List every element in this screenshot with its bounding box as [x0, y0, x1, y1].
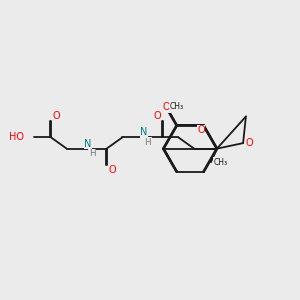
Text: O: O: [108, 164, 116, 175]
Text: O: O: [197, 125, 205, 135]
Text: HO: HO: [9, 132, 24, 142]
Text: N: N: [85, 139, 92, 149]
Text: O: O: [246, 138, 253, 148]
Text: O: O: [52, 111, 60, 122]
Text: CH₃: CH₃: [169, 102, 184, 111]
Text: H: H: [145, 138, 151, 147]
Text: CH₃: CH₃: [213, 158, 227, 166]
Text: O: O: [153, 111, 161, 122]
Text: O: O: [163, 102, 170, 112]
Text: N: N: [140, 128, 148, 137]
Text: H: H: [89, 149, 95, 158]
